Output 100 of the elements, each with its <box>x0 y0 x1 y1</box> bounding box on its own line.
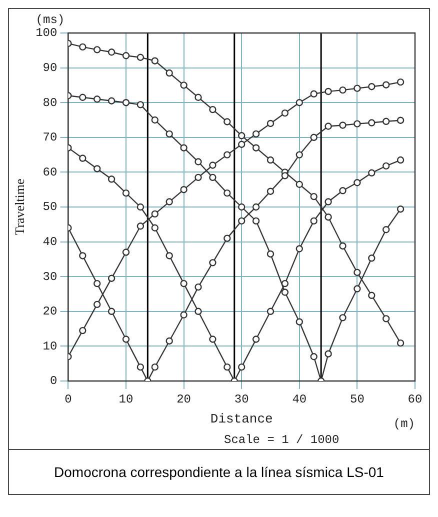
point <box>224 118 231 126</box>
point <box>136 203 144 211</box>
point <box>382 315 390 322</box>
x-tick-label: 20 <box>176 392 192 406</box>
point <box>151 116 159 124</box>
point <box>136 222 144 230</box>
point <box>296 99 303 106</box>
point <box>108 97 116 104</box>
point <box>252 217 260 225</box>
y-tick-label: 10 <box>42 339 58 354</box>
point <box>368 82 376 90</box>
point <box>136 101 144 108</box>
point <box>79 43 86 51</box>
point <box>281 288 289 296</box>
point <box>238 140 246 148</box>
point <box>266 308 274 315</box>
y-axis-title: Traveltime <box>12 178 28 236</box>
point <box>354 285 361 292</box>
point <box>252 144 260 152</box>
point <box>224 151 231 158</box>
point <box>166 130 173 138</box>
x-tick-label: 0 <box>64 392 72 406</box>
y-tick-label: 90 <box>42 60 58 75</box>
point <box>79 94 86 101</box>
point <box>339 86 346 94</box>
point <box>151 363 159 371</box>
point <box>310 134 318 141</box>
point <box>122 52 130 60</box>
point <box>266 156 274 164</box>
point <box>382 162 390 170</box>
point <box>339 242 346 250</box>
x-tick-label: 40 <box>292 392 307 406</box>
point <box>266 188 274 195</box>
point <box>382 81 390 88</box>
point <box>238 217 246 225</box>
point <box>224 234 231 242</box>
point <box>79 326 86 334</box>
point <box>354 179 361 186</box>
point <box>180 144 188 152</box>
x-axis-title: Distance <box>210 412 273 427</box>
point <box>252 336 260 343</box>
point <box>396 339 404 347</box>
y-tick-label: 40 <box>42 234 58 249</box>
point <box>354 84 361 92</box>
point <box>209 106 216 114</box>
point <box>122 248 130 256</box>
point <box>209 336 216 343</box>
y-tick-label: 30 <box>42 270 58 284</box>
point <box>151 224 159 232</box>
point <box>368 119 376 126</box>
point <box>94 46 101 54</box>
point <box>238 132 246 140</box>
point <box>396 205 404 213</box>
point <box>296 318 303 326</box>
point <box>310 90 318 98</box>
point <box>252 130 260 138</box>
point <box>310 353 318 360</box>
point <box>94 165 101 172</box>
point <box>209 162 216 169</box>
point <box>122 189 130 197</box>
point <box>79 252 86 260</box>
point <box>194 94 202 101</box>
point <box>339 122 346 129</box>
point <box>166 337 173 345</box>
point <box>296 180 303 188</box>
point <box>209 174 216 182</box>
point <box>354 268 361 276</box>
point <box>166 198 173 206</box>
point <box>324 122 332 130</box>
text: (ms) <box>36 13 65 27</box>
text: (m) <box>393 417 415 431</box>
point <box>180 280 188 288</box>
point <box>324 213 332 221</box>
point <box>296 245 303 252</box>
y-tick-label: 80 <box>42 96 58 110</box>
point <box>194 283 202 291</box>
point <box>324 88 332 96</box>
point <box>224 363 231 371</box>
y-tick-label: 60 <box>42 165 58 180</box>
point <box>266 120 274 128</box>
point <box>151 210 159 218</box>
x-tick-label: 60 <box>408 392 422 406</box>
point <box>166 69 173 77</box>
point <box>324 198 332 206</box>
point <box>368 169 376 176</box>
point <box>151 57 159 64</box>
point <box>281 109 289 117</box>
point <box>94 300 101 308</box>
point <box>194 158 202 166</box>
point <box>339 187 346 194</box>
point <box>310 217 318 225</box>
point <box>382 226 390 234</box>
point <box>180 186 188 194</box>
point <box>108 274 116 282</box>
point <box>238 363 246 371</box>
point <box>94 280 101 288</box>
point <box>382 118 390 125</box>
point <box>180 82 188 89</box>
point <box>108 308 116 315</box>
point <box>136 363 144 371</box>
